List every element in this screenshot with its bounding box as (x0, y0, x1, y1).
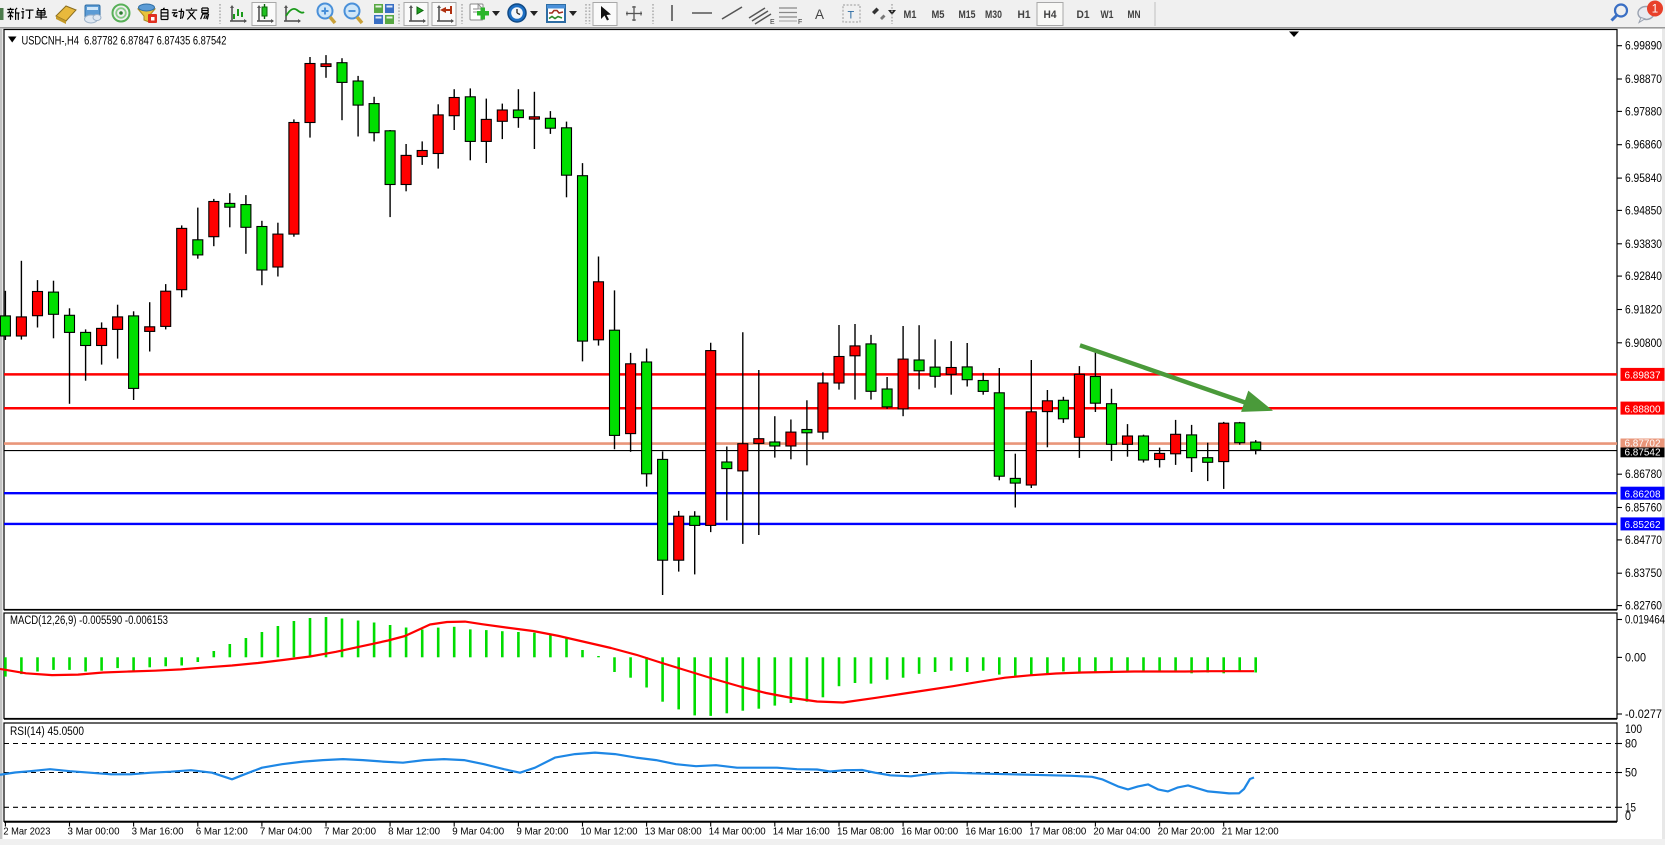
svg-text:6.86208: 6.86208 (1625, 488, 1661, 500)
svg-text:10 Mar 12:00: 10 Mar 12:00 (581, 827, 638, 838)
svg-text:8 Mar 12:00: 8 Mar 12:00 (388, 827, 440, 838)
svg-text:6.93830: 6.93830 (1625, 239, 1662, 251)
svg-text:E: E (770, 19, 775, 26)
svg-text:6.91820: 6.91820 (1625, 305, 1662, 317)
svg-text:15 Mar 08:00: 15 Mar 08:00 (837, 827, 894, 838)
svg-text:6.97880: 6.97880 (1625, 106, 1662, 118)
svg-text:100: 100 (1625, 724, 1642, 736)
svg-text:6.88800: 6.88800 (1625, 403, 1661, 415)
svg-text:16 Mar 16:00: 16 Mar 16:00 (965, 827, 1022, 838)
svg-text:6.94850: 6.94850 (1625, 205, 1662, 217)
svg-text:7 Mar 20:00: 7 Mar 20:00 (324, 827, 376, 838)
svg-text:A: A (815, 7, 824, 22)
svg-text:20 Mar 20:00: 20 Mar 20:00 (1158, 827, 1215, 838)
svg-text:6.82760: 6.82760 (1625, 601, 1662, 613)
svg-text:3 Mar 16:00: 3 Mar 16:00 (132, 827, 184, 838)
svg-text:6.89837: 6.89837 (1625, 370, 1661, 382)
svg-text:D1: D1 (1077, 9, 1090, 21)
svg-text:6.96860: 6.96860 (1625, 140, 1662, 152)
svg-text:6.99890: 6.99890 (1625, 41, 1662, 53)
svg-text:M15: M15 (959, 9, 976, 21)
svg-text:14 Mar 16:00: 14 Mar 16:00 (773, 827, 830, 838)
svg-text:USDCNH-,H4 6.87782 6.87847 6.: USDCNH-,H4 6.87782 6.87847 6.87435 6.875… (22, 36, 227, 48)
svg-text:0.019464: 0.019464 (1625, 615, 1665, 627)
svg-text:6.92840: 6.92840 (1625, 271, 1662, 283)
svg-text:M5: M5 (932, 9, 945, 21)
svg-text:MACD(12,26,9) -0.005590 -0.006: MACD(12,26,9) -0.005590 -0.006153 (10, 615, 168, 627)
svg-text:15: 15 (1625, 802, 1636, 814)
svg-text:6.90800: 6.90800 (1625, 338, 1662, 350)
svg-text:14 Mar 00:00: 14 Mar 00:00 (709, 827, 766, 838)
svg-text:3 Mar 00:00: 3 Mar 00:00 (68, 827, 120, 838)
svg-text:80: 80 (1625, 739, 1637, 751)
svg-text:2 Mar 2023: 2 Mar 2023 (3, 827, 50, 838)
svg-text:6.98870: 6.98870 (1625, 74, 1662, 86)
svg-text:6.87542: 6.87542 (1625, 448, 1661, 459)
svg-text:T: T (848, 10, 855, 22)
svg-text:1: 1 (1652, 4, 1658, 16)
svg-text:6.95840: 6.95840 (1625, 173, 1662, 185)
svg-text:6.86780: 6.86780 (1625, 469, 1662, 481)
svg-text:H1: H1 (1018, 9, 1031, 21)
svg-text:6.84770: 6.84770 (1625, 535, 1662, 547)
svg-text:W1: W1 (1101, 9, 1114, 21)
svg-text:0: 0 (1625, 811, 1631, 823)
svg-text:17 Mar 08:00: 17 Mar 08:00 (1029, 827, 1086, 838)
svg-text:M30: M30 (985, 9, 1002, 21)
svg-text:6.85262: 6.85262 (1625, 519, 1661, 531)
svg-text:50: 50 (1625, 768, 1637, 780)
svg-text:7 Mar 04:00: 7 Mar 04:00 (260, 827, 312, 838)
svg-text:16 Mar 00:00: 16 Mar 00:00 (901, 827, 958, 838)
svg-text:6.87702: 6.87702 (1625, 439, 1661, 450)
svg-text:9 Mar 04:00: 9 Mar 04:00 (452, 827, 504, 838)
svg-text:M1: M1 (904, 9, 917, 21)
svg-text:20 Mar 04:00: 20 Mar 04:00 (1093, 827, 1150, 838)
svg-text:9 Mar 20:00: 9 Mar 20:00 (516, 827, 568, 838)
svg-text:H4: H4 (1044, 9, 1058, 21)
svg-text:6.85760: 6.85760 (1625, 503, 1662, 515)
svg-text:6.83750: 6.83750 (1625, 568, 1662, 580)
svg-text:13 Mar 08:00: 13 Mar 08:00 (645, 827, 702, 838)
svg-text:0.00: 0.00 (1625, 652, 1646, 664)
svg-text:RSI(14) 45.0500: RSI(14) 45.0500 (10, 726, 84, 738)
svg-text:MN: MN (1128, 9, 1141, 21)
svg-text:F: F (798, 19, 802, 26)
svg-text:-0.0277: -0.0277 (1625, 709, 1662, 721)
svg-text:6 Mar 12:00: 6 Mar 12:00 (196, 827, 248, 838)
svg-text:21 Mar 12:00: 21 Mar 12:00 (1222, 827, 1279, 838)
